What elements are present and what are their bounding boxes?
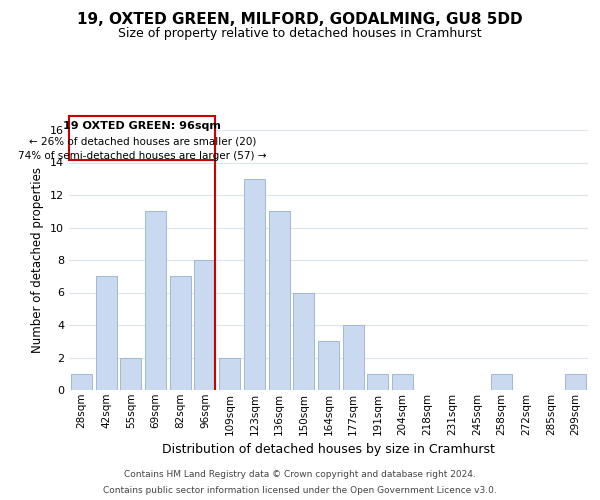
Bar bbox=[71, 374, 92, 390]
Y-axis label: Number of detached properties: Number of detached properties bbox=[31, 167, 44, 353]
Bar bbox=[343, 325, 364, 390]
Bar bbox=[194, 260, 215, 390]
Text: Contains public sector information licensed under the Open Government Licence v3: Contains public sector information licen… bbox=[103, 486, 497, 495]
Bar bbox=[367, 374, 388, 390]
Text: 19, OXTED GREEN, MILFORD, GODALMING, GU8 5DD: 19, OXTED GREEN, MILFORD, GODALMING, GU8… bbox=[77, 12, 523, 28]
Bar bbox=[69, 116, 215, 160]
Bar bbox=[244, 179, 265, 390]
Bar bbox=[170, 276, 191, 390]
Bar bbox=[219, 358, 240, 390]
Text: Size of property relative to detached houses in Cramhurst: Size of property relative to detached ho… bbox=[118, 28, 482, 40]
Bar bbox=[491, 374, 512, 390]
Text: Contains HM Land Registry data © Crown copyright and database right 2024.: Contains HM Land Registry data © Crown c… bbox=[124, 470, 476, 479]
Bar bbox=[565, 374, 586, 390]
Bar bbox=[95, 276, 116, 390]
Text: 19 OXTED GREEN: 96sqm: 19 OXTED GREEN: 96sqm bbox=[63, 122, 221, 132]
Bar bbox=[318, 341, 339, 390]
Bar bbox=[293, 292, 314, 390]
X-axis label: Distribution of detached houses by size in Cramhurst: Distribution of detached houses by size … bbox=[162, 443, 495, 456]
Text: ← 26% of detached houses are smaller (20): ← 26% of detached houses are smaller (20… bbox=[29, 136, 256, 146]
Bar bbox=[120, 358, 141, 390]
Bar bbox=[145, 211, 166, 390]
Text: 74% of semi-detached houses are larger (57) →: 74% of semi-detached houses are larger (… bbox=[18, 150, 266, 160]
Bar bbox=[392, 374, 413, 390]
Bar bbox=[269, 211, 290, 390]
